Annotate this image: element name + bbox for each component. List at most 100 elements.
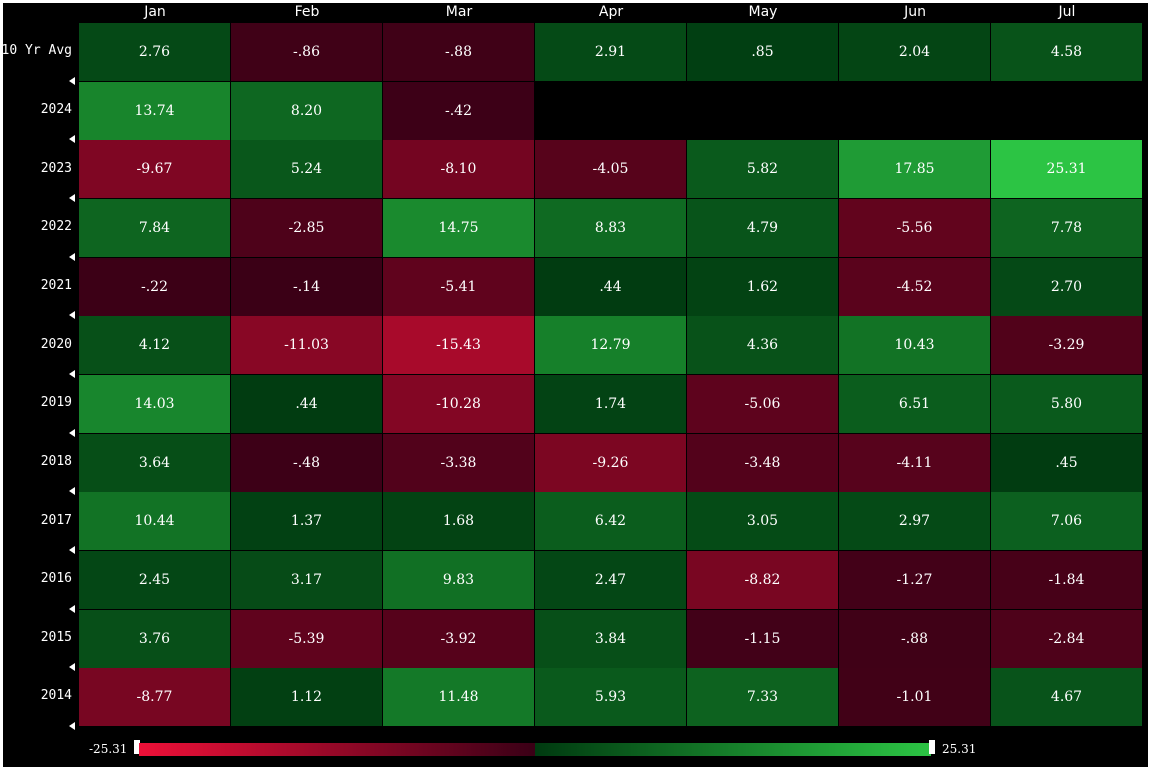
heatmap-cell[interactable]: 14.75 bbox=[383, 198, 535, 258]
heatmap-cell[interactable]: -1.27 bbox=[839, 550, 991, 610]
heatmap-cell[interactable]: -3.48 bbox=[687, 433, 839, 493]
heatmap-cell[interactable]: 10.43 bbox=[839, 316, 991, 376]
heatmap-cell[interactable]: 4.79 bbox=[687, 198, 839, 258]
heatmap-cell[interactable]: 3.84 bbox=[535, 609, 687, 669]
cell-value: -.22 bbox=[141, 278, 168, 295]
heatmap-cell[interactable]: -4.05 bbox=[535, 140, 687, 200]
heatmap-cell[interactable]: .44 bbox=[231, 374, 383, 434]
heatmap-cell[interactable]: -.88 bbox=[839, 609, 991, 669]
heatmap-cell[interactable]: -.86 bbox=[231, 23, 383, 82]
heatmap-cell[interactable]: 2.45 bbox=[79, 550, 231, 610]
heatmap-cell[interactable]: -9.67 bbox=[79, 140, 231, 200]
heatmap-cell[interactable] bbox=[991, 81, 1143, 141]
heatmap-cell[interactable]: 7.78 bbox=[991, 198, 1143, 258]
heatmap-cell[interactable]: 10.44 bbox=[79, 492, 231, 552]
heatmap-cell[interactable]: -2.84 bbox=[991, 609, 1143, 669]
heatmap-cell[interactable]: 5.80 bbox=[991, 374, 1143, 434]
heatmap-cell[interactable]: .85 bbox=[687, 23, 839, 82]
heatmap-cell[interactable]: 6.51 bbox=[839, 374, 991, 434]
heatmap-cell[interactable]: 25.31 bbox=[991, 140, 1143, 200]
heatmap-cell[interactable]: -1.01 bbox=[839, 668, 991, 728]
heatmap-cell[interactable]: 9.83 bbox=[383, 550, 535, 610]
heatmap-cell[interactable] bbox=[535, 81, 687, 141]
cell-value: .45 bbox=[1055, 454, 1078, 471]
heatmap-cell[interactable]: -5.56 bbox=[839, 198, 991, 258]
heatmap-cell[interactable]: 1.74 bbox=[535, 374, 687, 434]
heatmap-cell[interactable]: 5.93 bbox=[535, 668, 687, 728]
heatmap-cell[interactable]: -5.41 bbox=[383, 257, 535, 317]
heatmap-cell[interactable] bbox=[839, 81, 991, 141]
heatmap-cell[interactable]: 4.36 bbox=[687, 316, 839, 376]
heatmap-cell[interactable]: -9.26 bbox=[535, 433, 687, 493]
heatmap-cell[interactable]: .45 bbox=[991, 433, 1143, 493]
legend-max-handle[interactable] bbox=[929, 740, 935, 754]
heatmap-cell[interactable]: 4.12 bbox=[79, 316, 231, 376]
heatmap-cell[interactable]: 7.06 bbox=[991, 492, 1143, 552]
heatmap-cell[interactable]: 12.79 bbox=[535, 316, 687, 376]
heatmap-cell[interactable]: -8.77 bbox=[79, 668, 231, 728]
heatmap-cell[interactable]: 3.76 bbox=[79, 609, 231, 669]
heatmap-cell[interactable]: -10.28 bbox=[383, 374, 535, 434]
heatmap-cell[interactable]: 1.62 bbox=[687, 257, 839, 317]
heatmap-cell[interactable]: 5.24 bbox=[231, 140, 383, 200]
heatmap-cell[interactable]: 2.91 bbox=[535, 23, 687, 82]
heatmap-cell[interactable]: 14.03 bbox=[79, 374, 231, 434]
heatmap-cell[interactable]: 1.37 bbox=[231, 492, 383, 552]
heatmap-cell[interactable]: 4.67 bbox=[991, 668, 1143, 728]
heatmap-cell[interactable]: 2.70 bbox=[991, 257, 1143, 317]
heatmap-cell[interactable]: -15.43 bbox=[383, 316, 535, 376]
heatmap-cell[interactable]: 2.97 bbox=[839, 492, 991, 552]
heatmap-cell[interactable]: -5.39 bbox=[231, 609, 383, 669]
heatmap-cell[interactable]: -11.03 bbox=[231, 316, 383, 376]
heatmap-cell[interactable]: 7.33 bbox=[687, 668, 839, 728]
heatmap-cell[interactable]: -.22 bbox=[79, 257, 231, 317]
heatmap-cell[interactable]: 7.84 bbox=[79, 198, 231, 258]
heatmap-cell[interactable]: 1.68 bbox=[383, 492, 535, 552]
heatmap-cell[interactable]: -.48 bbox=[231, 433, 383, 493]
cell-value: 1.74 bbox=[594, 395, 627, 412]
heatmap-cell[interactable]: -8.82 bbox=[687, 550, 839, 610]
heatmap-cell[interactable]: 1.12 bbox=[231, 668, 383, 728]
heatmap-cell[interactable]: .44 bbox=[535, 257, 687, 317]
heatmap-cell[interactable]: -3.92 bbox=[383, 609, 535, 669]
cell-value: 17.85 bbox=[894, 161, 935, 178]
heatmap-cell[interactable]: -1.15 bbox=[687, 609, 839, 669]
heatmap-cell[interactable]: -4.52 bbox=[839, 257, 991, 317]
heatmap-cell[interactable]: 13.74 bbox=[79, 81, 231, 141]
row-tick-marker bbox=[69, 76, 75, 85]
heatmap-cell[interactable]: -1.84 bbox=[991, 550, 1143, 610]
legend-min-handle[interactable] bbox=[134, 740, 140, 754]
row-tick-marker bbox=[69, 663, 75, 672]
heatmap-cell[interactable]: -4.11 bbox=[839, 433, 991, 493]
heatmap-cell[interactable]: 11.48 bbox=[383, 668, 535, 728]
heatmap-cell[interactable]: 3.64 bbox=[79, 433, 231, 493]
heatmap-cell[interactable]: -.88 bbox=[383, 23, 535, 82]
cell-value: 14.75 bbox=[438, 219, 479, 236]
heatmap-cell[interactable]: -2.85 bbox=[231, 198, 383, 258]
heatmap-cell[interactable]: -3.38 bbox=[383, 433, 535, 493]
heatmap-cell[interactable]: 6.42 bbox=[535, 492, 687, 552]
heatmap-cell[interactable]: -.14 bbox=[231, 257, 383, 317]
heatmap-cell[interactable]: 8.83 bbox=[535, 198, 687, 258]
heatmap-cell[interactable] bbox=[687, 81, 839, 141]
cell-value: -.86 bbox=[293, 44, 320, 60]
cell-value: .44 bbox=[295, 395, 318, 412]
heatmap-cell[interactable]: 8.20 bbox=[231, 81, 383, 141]
heatmap-cell[interactable]: 17.85 bbox=[839, 140, 991, 200]
cell-value: 3.76 bbox=[138, 630, 171, 647]
cell-value: 2.45 bbox=[138, 571, 171, 588]
cell-value: 7.06 bbox=[1050, 513, 1083, 530]
heatmap-cell[interactable]: 3.17 bbox=[231, 550, 383, 610]
heatmap-cell[interactable]: -8.10 bbox=[383, 140, 535, 200]
heatmap-cell[interactable]: 2.04 bbox=[839, 23, 991, 82]
cell-value: 6.42 bbox=[594, 513, 627, 530]
heatmap-cell[interactable]: 5.82 bbox=[687, 140, 839, 200]
heatmap-cell[interactable]: -5.06 bbox=[687, 374, 839, 434]
heatmap-cell[interactable]: 3.05 bbox=[687, 492, 839, 552]
heatmap-cell[interactable]: 2.47 bbox=[535, 550, 687, 610]
heatmap-cell[interactable]: 2.76 bbox=[79, 23, 231, 82]
cell-value: -8.82 bbox=[744, 571, 781, 588]
heatmap-cell[interactable]: -.42 bbox=[383, 81, 535, 141]
heatmap-cell[interactable]: -3.29 bbox=[991, 316, 1143, 376]
heatmap-cell[interactable]: 4.58 bbox=[991, 23, 1143, 82]
